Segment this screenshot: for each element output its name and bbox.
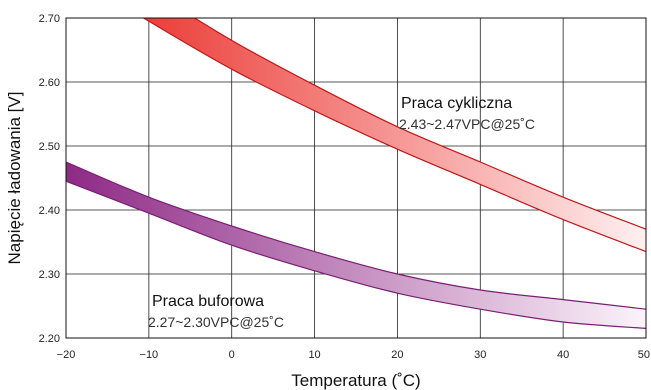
x-tick-label: −10 <box>140 349 159 361</box>
band-cyclic <box>143 18 646 252</box>
y-tick-label: 2.30 <box>39 269 60 281</box>
x-tick-label: 50 <box>638 349 650 361</box>
float-annotation-title: Praca buforowa <box>152 293 264 310</box>
band-lower-edge-0 <box>142 18 646 253</box>
plot-background <box>66 18 646 338</box>
y-tick-label: 2.50 <box>39 141 60 153</box>
plot-frame <box>65 17 647 339</box>
x-tick-label: 40 <box>557 349 569 361</box>
x-tick-label: 10 <box>308 349 320 361</box>
cyclic-annotation-range: 2.43~2.47VPC@25˚C <box>399 116 535 132</box>
cyclic-annotation-title: Praca cykliczna <box>401 95 512 112</box>
band-float <box>66 162 646 329</box>
band-upper-edge-0 <box>193 18 646 230</box>
x-tick-labels: −20 −10 0 10 20 30 40 50 <box>57 349 650 361</box>
x-tick-label: 0 <box>229 349 235 361</box>
band-lower-edge-1 <box>66 180 646 329</box>
data-bands <box>66 18 646 329</box>
x-axis-title: Temperatura (˚C) <box>291 371 420 390</box>
x-tick-label: −20 <box>57 349 76 361</box>
x-tick-label: 30 <box>474 349 486 361</box>
float-annotation-range: 2.27~2.30VPC@25˚C <box>148 314 284 330</box>
y-tick-label: 2.70 <box>39 13 60 25</box>
y-tick-label: 2.20 <box>39 333 60 345</box>
y-tick-labels: 2.20 2.30 2.40 2.50 2.60 2.70 <box>39 13 60 345</box>
y-tick-label: 2.60 <box>39 77 60 89</box>
band-upper-edge-1 <box>66 161 646 310</box>
x-tick-label: 20 <box>391 349 403 361</box>
y-tick-label: 2.40 <box>39 205 60 217</box>
y-axis-title: Napięcie ładowania [V] <box>5 92 24 265</box>
